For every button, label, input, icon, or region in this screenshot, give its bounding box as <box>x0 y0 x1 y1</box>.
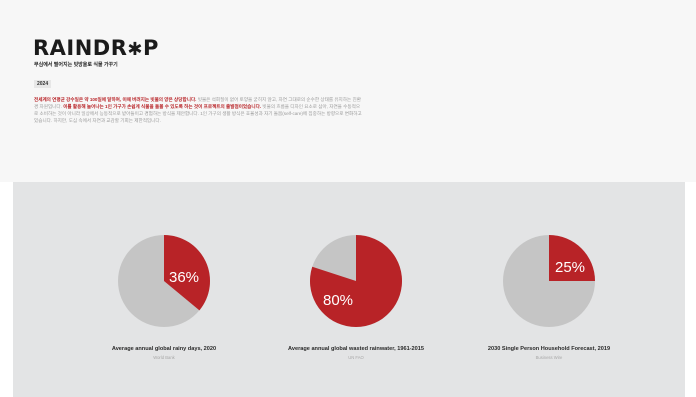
single-household-pie-chart <box>503 235 595 327</box>
year-badge: 2024 <box>34 80 51 88</box>
description-highlight-1: 전세계의 연평균 강수일은 약 100일에 달하며, 이때 버려지는 빗물의 양… <box>34 97 196 102</box>
pie-percent-label: 36% <box>169 269 199 286</box>
pie-percent-label: 25% <box>555 259 585 276</box>
drop-star-icon: ✱ <box>127 39 143 60</box>
brand-logo: RAINDR✱P <box>33 36 159 60</box>
pie-source: Business Wire <box>449 355 649 360</box>
intro-section <box>0 0 696 182</box>
pie-source: UN FAO <box>256 355 456 360</box>
pie-percent-label: 80% <box>323 292 353 309</box>
brand-tagline: 무심에서 떨어지는 빗방울로 식물 가꾸기 <box>34 61 118 68</box>
pie-source: World Bank <box>64 355 264 360</box>
pie-caption: Average annual global wasted rainwater, … <box>256 346 456 352</box>
pie-caption: Average annual global rainy days, 2020 <box>64 346 264 352</box>
description-highlight-2: 이를 활용해 늘어나는 1인 가구가 손쉽게 식물을 돌볼 수 있도록 하는 것… <box>63 104 261 109</box>
pie-caption: 2030 Single Person Household Forecast, 2… <box>449 346 649 352</box>
project-description: 전세계의 연평균 강수일은 약 100일에 달하며, 이때 버려지는 빗물의 양… <box>34 96 364 124</box>
wasted-rainwater-pie-chart <box>310 235 402 327</box>
